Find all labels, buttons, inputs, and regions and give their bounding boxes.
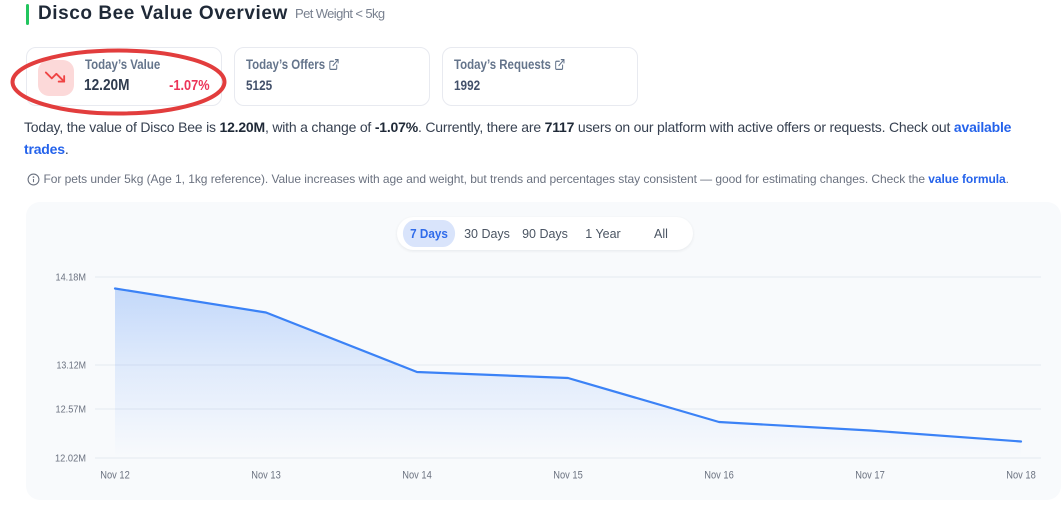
- svg-text:12.57M: 12.57M: [56, 405, 87, 416]
- svg-text:Nov 12: Nov 12: [100, 470, 130, 482]
- svg-text:Nov 15: Nov 15: [553, 470, 583, 482]
- svg-text:Nov 13: Nov 13: [251, 470, 281, 482]
- svg-text:Nov 18: Nov 18: [1006, 470, 1036, 482]
- svg-text:13.12M: 13.12M: [57, 361, 87, 372]
- svg-text:Nov 14: Nov 14: [402, 470, 432, 482]
- svg-text:12.02M: 12.02M: [55, 454, 86, 465]
- svg-text:14.18M: 14.18M: [56, 273, 87, 284]
- svg-text:Nov 17: Nov 17: [855, 470, 885, 482]
- svg-text:Nov 16: Nov 16: [704, 470, 734, 482]
